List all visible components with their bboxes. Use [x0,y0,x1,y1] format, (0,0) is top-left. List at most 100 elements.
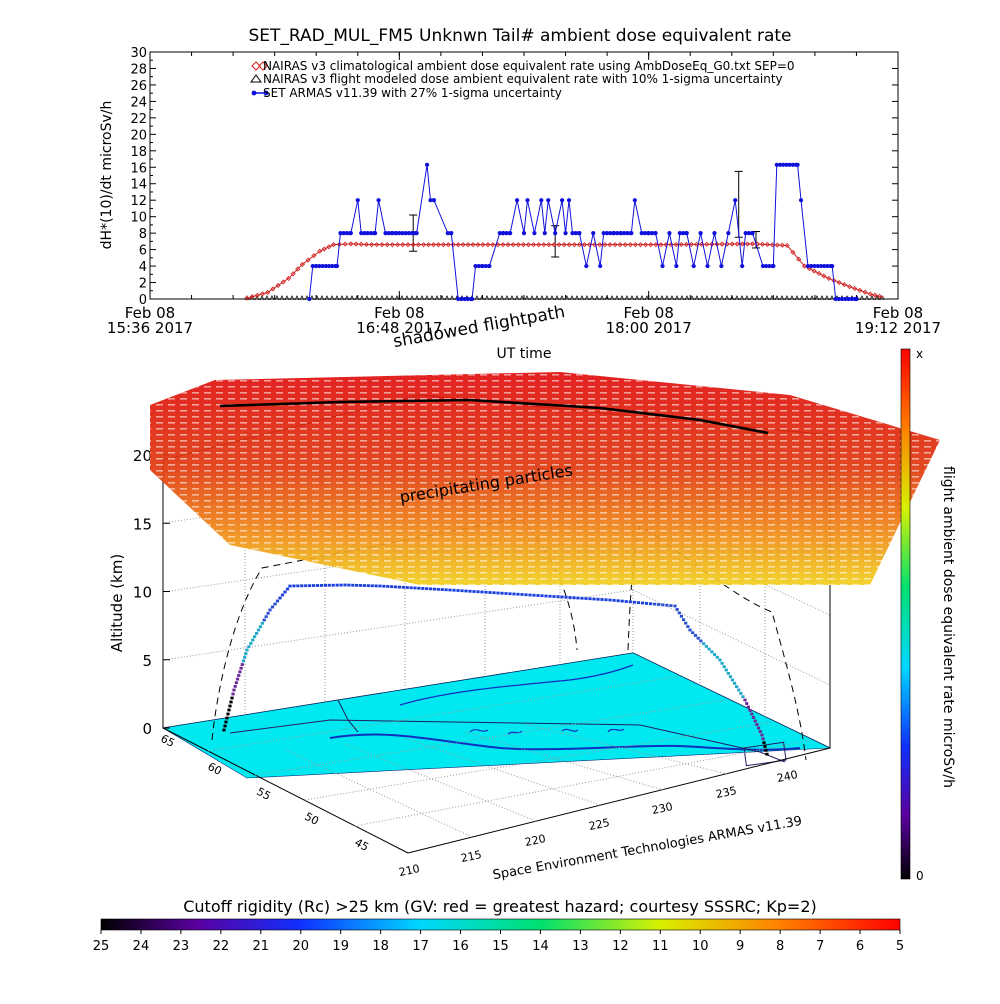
track-point [436,587,440,591]
modeled-point [409,295,415,301]
track-point [702,642,706,646]
armas-point [390,231,395,236]
climatological-point [841,282,847,288]
track-point [241,659,246,663]
y-tick-label: 24 [130,95,147,110]
longitude-tick-label: 235 [715,784,738,801]
track-point [262,618,266,622]
climatological-point [668,242,674,248]
altitude-ticks: 0 5 10 15 20 [133,447,170,738]
track-point [417,586,421,590]
modeled-point [669,295,675,301]
track-point [452,588,456,592]
y-tick-label: 26 [130,79,147,94]
altitude-axis-label: Altitude (km) [108,554,126,652]
track-point [544,594,548,598]
armas-point [815,263,820,269]
track-point [536,594,540,597]
modeled-point [724,295,730,301]
track-point [245,648,249,652]
climatological-point [330,242,337,248]
climatological-point [551,242,557,248]
modeled-point [359,295,365,301]
track-point [722,665,726,669]
track-point [275,599,280,603]
latitude-tick-label: 45 [352,836,370,854]
track-point [405,586,409,589]
track-point [378,584,382,588]
armas-point [833,296,838,302]
track-point [370,584,374,588]
armas-point [607,231,613,236]
climatological-point [836,279,842,286]
climatological-point [305,257,311,263]
climatological-point [867,291,873,297]
climatological-point [363,241,370,248]
track-point [524,593,528,597]
track-point [273,602,277,606]
climatological-point [249,294,255,300]
track-point [243,655,247,659]
climatological-point [872,292,878,298]
track-point [681,618,686,622]
climatological-point [852,285,858,292]
legend: NAIRAS v3 climatological ambient dose eq… [250,59,795,100]
track-point [464,589,468,593]
y-tick-label: 6 [139,244,147,259]
armas-point [359,231,364,236]
modeled-point [429,295,435,301]
track-point [300,584,304,588]
climatological-point [796,256,802,262]
climatological-point [857,287,863,293]
track-point [488,591,492,594]
cutoff-tick-label: 21 [253,939,270,954]
climatological-point [520,242,526,248]
cutoff-tick-label: 7 [816,939,824,954]
climatological-point [485,242,491,248]
longitude-ticks: 210 215 220 225 230 235 240 [398,768,799,879]
climatological-point [744,241,751,247]
track-point [393,585,398,589]
track-point [247,645,251,649]
climatological-point [500,242,506,248]
track-point [362,584,367,587]
armas-point [787,162,792,167]
x-tick-label: Feb 08 [374,304,424,322]
armas-point [622,231,627,236]
armas-point [733,198,738,203]
climatological-point [244,295,250,301]
modeled-point [649,295,655,301]
track-point [335,583,339,587]
climatological-point [400,242,406,248]
track-point [343,583,347,587]
modeled-point [444,295,450,301]
track-point [600,598,604,601]
track-point [751,716,756,719]
track-point [472,590,476,593]
modeled-point [734,295,740,301]
armas-point [310,263,315,269]
track-point [592,597,596,601]
modeled-point [549,295,555,301]
track-point [661,603,665,607]
climatological-point [749,241,756,247]
climatological-point [384,242,390,248]
climatological-point [587,242,593,248]
track-point [238,670,242,674]
modeled-point [729,295,735,301]
climatological-point [465,242,471,248]
cutoff-tick-label: 6 [856,939,864,954]
track-point [764,748,768,752]
armas-point [601,231,606,236]
track-point [504,592,508,595]
armas-point [798,198,804,203]
climatological-point [617,242,623,248]
x-tick-label: Feb 08 [125,304,175,322]
armas-point [746,231,751,236]
armas-point [577,231,582,236]
cutoff-tick-label: 16 [452,939,469,954]
climatological-point [265,289,271,295]
latitude-tick-label: 55 [254,785,272,803]
armas-point [615,231,620,236]
armas-point [334,263,340,269]
